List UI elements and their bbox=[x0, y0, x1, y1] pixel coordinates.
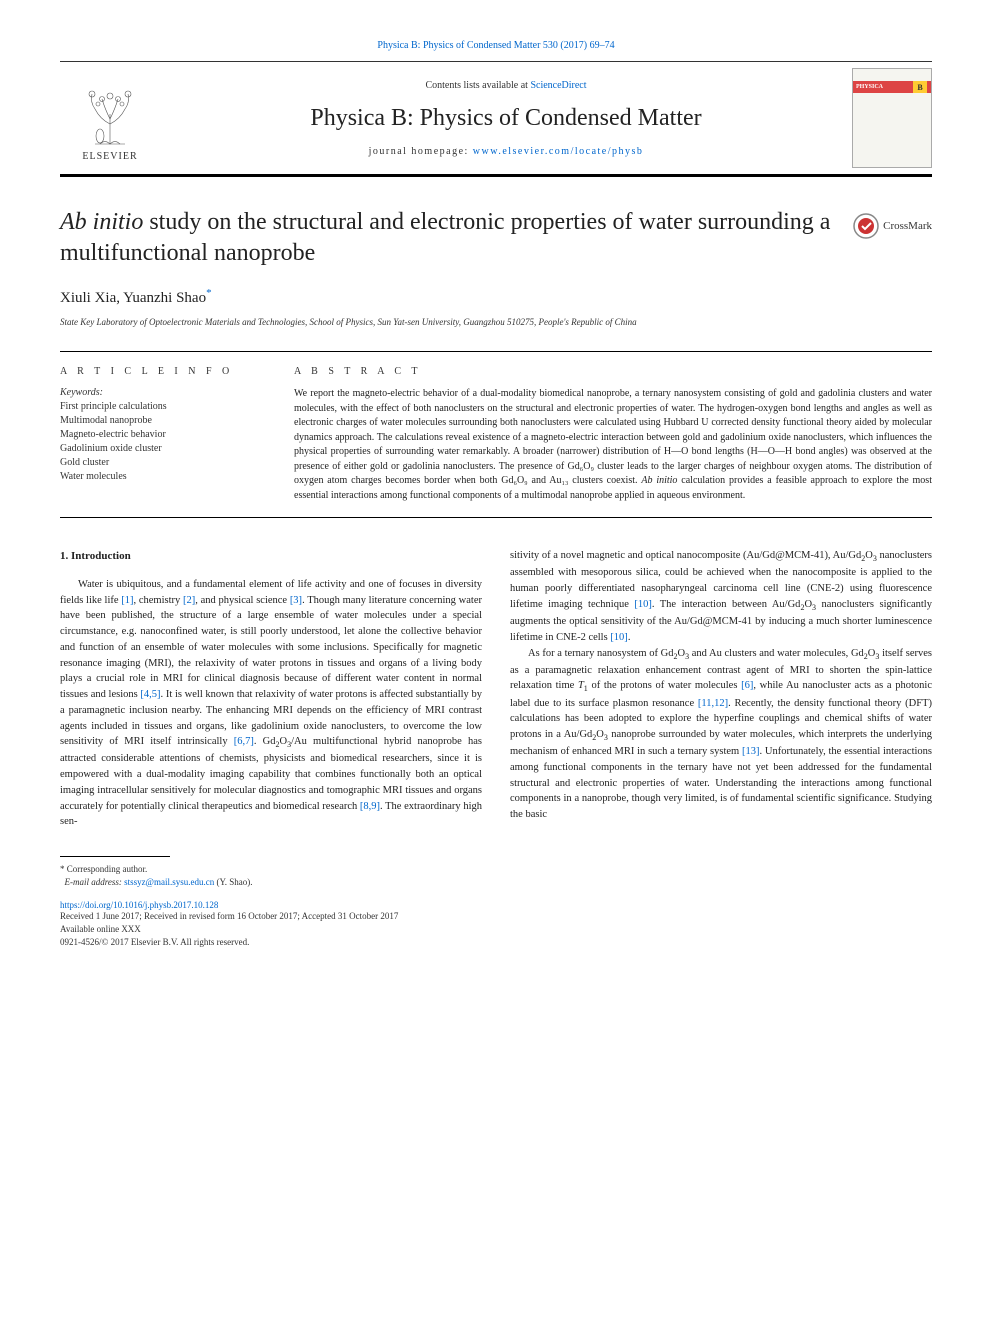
ref-link[interactable]: [8,9] bbox=[360, 801, 380, 812]
ref-link[interactable]: [3] bbox=[290, 595, 302, 606]
masthead-center: Contents lists available at ScienceDirec… bbox=[160, 72, 852, 165]
email-suffix: (Y. Shao). bbox=[214, 877, 252, 887]
elsevier-label: ELSEVIER bbox=[82, 151, 137, 162]
top-citation-link[interactable]: Physica B: Physics of Condensed Matter 5… bbox=[377, 40, 614, 51]
intro-heading: 1. Introduction bbox=[60, 548, 482, 565]
crossmark-label: CrossMark bbox=[883, 220, 932, 232]
ref-link[interactable]: [1] bbox=[121, 595, 133, 606]
doi-link[interactable]: https://doi.org/10.1016/j.physb.2017.10.… bbox=[60, 900, 218, 910]
keywords-label: Keywords: bbox=[60, 387, 266, 398]
received-line: Received 1 June 2017; Received in revise… bbox=[60, 910, 932, 923]
abstract-text: We report the magneto-electric behavior … bbox=[294, 387, 932, 503]
info-abstract-block: A R T I C L E I N F O Keywords: First pr… bbox=[60, 351, 932, 518]
intro-para-1-cont: sitivity of a novel magnetic and optical… bbox=[510, 548, 932, 645]
journal-name: Physica B: Physics of Condensed Matter bbox=[160, 105, 852, 132]
corresponding-footnote: * Corresponding author. E-mail address: … bbox=[60, 863, 932, 888]
keyword: Multimodal nanoprobe bbox=[60, 414, 266, 428]
sciencedirect-link[interactable]: ScienceDirect bbox=[530, 80, 586, 91]
author-names: Xiuli Xia, Yuanzhi Shao bbox=[60, 290, 206, 306]
contents-line: Contents lists available at ScienceDirec… bbox=[160, 80, 852, 91]
keyword: Gold cluster bbox=[60, 456, 266, 470]
title-italic: Ab initio bbox=[60, 209, 143, 235]
top-citation: Physica B: Physics of Condensed Matter 5… bbox=[60, 40, 932, 51]
keyword: First principle calculations bbox=[60, 400, 266, 414]
intro-para-1: Water is ubiquitous, and a fundamental e… bbox=[60, 577, 482, 830]
email-label: E-mail address: bbox=[65, 877, 122, 887]
masthead: ELSEVIER Contents lists available at Sci… bbox=[60, 61, 932, 177]
cover-b-badge: B bbox=[913, 81, 927, 93]
corresponding-marker: * bbox=[206, 287, 212, 299]
crossmark-icon bbox=[853, 213, 879, 239]
available-line: Available online XXX bbox=[60, 923, 932, 936]
contents-prefix: Contents lists available at bbox=[425, 80, 530, 91]
article-info-label: A R T I C L E I N F O bbox=[60, 366, 266, 377]
doi-line: https://doi.org/10.1016/j.physb.2017.10.… bbox=[60, 900, 932, 910]
right-column: sitivity of a novel magnetic and optical… bbox=[510, 548, 932, 830]
journal-cover-thumbnail: PHYSICA B bbox=[852, 68, 932, 168]
abstract-italic: Ab initio bbox=[641, 475, 677, 486]
footnote-separator bbox=[60, 856, 170, 857]
keyword: Magneto-electric behavior bbox=[60, 428, 266, 442]
homepage-line: journal homepage: www.elsevier.com/locat… bbox=[160, 146, 852, 157]
ref-link[interactable]: [6] bbox=[741, 680, 753, 691]
crossmark-badge[interactable]: CrossMark bbox=[853, 213, 932, 239]
abstract-column: A B S T R A C T We report the magneto-el… bbox=[280, 352, 932, 517]
abstract-main: We report the magneto-electric behavior … bbox=[294, 388, 932, 486]
ref-link[interactable]: [4,5] bbox=[140, 689, 160, 700]
copyright-line: 0921-4526/© 2017 Elsevier B.V. All right… bbox=[60, 936, 932, 949]
ref-link[interactable]: [6,7] bbox=[234, 736, 254, 747]
ref-link[interactable]: [13] bbox=[742, 746, 760, 757]
corresponding-label: Corresponding author. bbox=[67, 864, 148, 874]
article-title: Ab initio study on the structural and el… bbox=[60, 207, 833, 269]
elsevier-logo: ELSEVIER bbox=[60, 68, 160, 168]
title-rest: study on the structural and electronic p… bbox=[60, 209, 830, 266]
abstract-label: A B S T R A C T bbox=[294, 366, 932, 377]
left-column: 1. Introduction Water is ubiquitous, and… bbox=[60, 548, 482, 830]
ref-link[interactable]: [2] bbox=[183, 595, 195, 606]
intro-para-2: As for a ternary nanosystem of Gd2O3 and… bbox=[510, 646, 932, 823]
keyword: Gadolinium oxide cluster bbox=[60, 442, 266, 456]
homepage-prefix: journal homepage: bbox=[369, 146, 473, 157]
ref-link[interactable]: [10] bbox=[634, 599, 652, 610]
body-columns: 1. Introduction Water is ubiquitous, and… bbox=[60, 548, 932, 830]
elsevier-tree-icon bbox=[70, 74, 150, 149]
article-info-column: A R T I C L E I N F O Keywords: First pr… bbox=[60, 352, 280, 517]
title-row: Ab initio study on the structural and el… bbox=[60, 207, 932, 269]
ref-link[interactable]: [11,12] bbox=[698, 698, 728, 709]
keyword: Water molecules bbox=[60, 470, 266, 484]
affiliation: State Key Laboratory of Optoelectronic M… bbox=[60, 317, 932, 327]
ref-link[interactable]: [10] bbox=[610, 632, 628, 643]
cover-band-text: PHYSICA bbox=[856, 84, 883, 90]
homepage-link[interactable]: www.elsevier.com/locate/physb bbox=[473, 146, 644, 157]
authors: Xiuli Xia, Yuanzhi Shao* bbox=[60, 287, 932, 307]
email-link[interactable]: stssyz@mail.sysu.edu.cn bbox=[124, 877, 214, 887]
